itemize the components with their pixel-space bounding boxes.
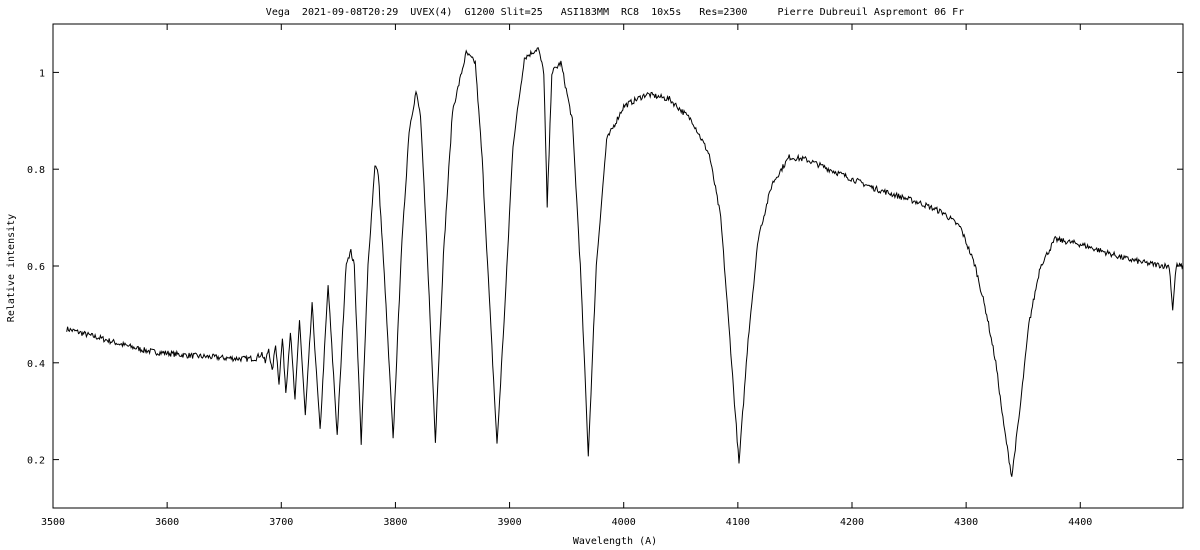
x-tick-label: 3600 xyxy=(155,517,179,528)
x-tick-label: 3800 xyxy=(383,517,407,528)
x-tick-label: 4000 xyxy=(612,517,636,528)
y-tick-label: 0.8 xyxy=(27,165,45,176)
x-axis-label: Wavelength (A) xyxy=(573,536,657,547)
x-axis-ticks: 3500 3600 3700 3800 3900 4000 4100 4200 4300 4400 xyxy=(41,24,1092,528)
x-tick-label: 3700 xyxy=(269,517,293,528)
y-axis-ticks: 0.2 0.4 0.6 0.8 1 xyxy=(27,68,1183,467)
y-tick-label: 0.6 xyxy=(27,262,45,273)
y-tick-label: 0.2 xyxy=(27,456,45,467)
x-tick-label: 4100 xyxy=(726,517,750,528)
x-tick-label: 3500 xyxy=(41,517,65,528)
x-tick-label: 4300 xyxy=(954,517,978,528)
x-tick-label: 3900 xyxy=(498,517,522,528)
chart-title: Vega 2021-09-08T20:29 UVEX(4) G1200 Slit… xyxy=(266,7,964,18)
y-tick-label: 0.4 xyxy=(27,359,45,370)
spectrum-line xyxy=(66,46,1184,477)
x-tick-label: 4200 xyxy=(840,517,864,528)
y-axis-label: Relative intensity xyxy=(6,214,17,322)
x-tick-label: 4400 xyxy=(1068,517,1092,528)
plot-frame xyxy=(52,23,1184,509)
y-tick-label: 1 xyxy=(39,68,45,79)
